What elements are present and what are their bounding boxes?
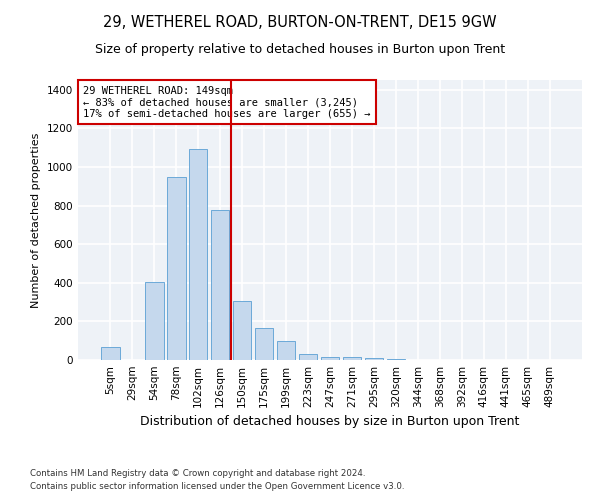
Bar	[101, 348, 119, 360]
Bar	[299, 354, 317, 360]
Text: Contains public sector information licensed under the Open Government Licence v3: Contains public sector information licen…	[30, 482, 404, 491]
Bar	[145, 282, 164, 360]
Bar	[255, 328, 274, 360]
Text: Contains HM Land Registry data © Crown copyright and database right 2024.: Contains HM Land Registry data © Crown c…	[30, 468, 365, 477]
Bar	[386, 359, 405, 360]
Text: 29 WETHEREL ROAD: 149sqm
← 83% of detached houses are smaller (3,245)
17% of sem: 29 WETHEREL ROAD: 149sqm ← 83% of detach…	[83, 86, 371, 119]
Bar	[211, 210, 229, 360]
Text: Size of property relative to detached houses in Burton upon Trent: Size of property relative to detached ho…	[95, 42, 505, 56]
Bar	[343, 358, 361, 360]
Y-axis label: Number of detached properties: Number of detached properties	[31, 132, 41, 308]
Bar	[233, 301, 251, 360]
X-axis label: Distribution of detached houses by size in Burton upon Trent: Distribution of detached houses by size …	[140, 416, 520, 428]
Bar	[277, 340, 295, 360]
Bar	[365, 358, 383, 360]
Bar	[320, 358, 340, 360]
Text: 29, WETHEREL ROAD, BURTON-ON-TRENT, DE15 9GW: 29, WETHEREL ROAD, BURTON-ON-TRENT, DE15…	[103, 15, 497, 30]
Bar	[167, 176, 185, 360]
Bar	[189, 148, 208, 360]
